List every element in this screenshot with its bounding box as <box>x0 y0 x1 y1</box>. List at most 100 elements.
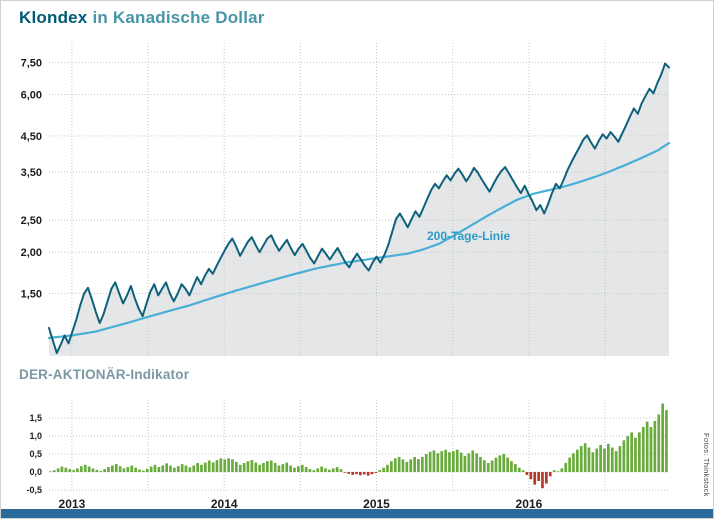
indicator-bar-positive <box>231 459 234 472</box>
indicator-bar-positive <box>521 470 525 472</box>
indicator-bar-positive <box>211 462 215 472</box>
indicator-bar-positive <box>599 445 602 472</box>
indicator-bar-positive <box>490 460 494 472</box>
indicator-bar-positive <box>118 466 122 472</box>
y-axis-label: 7,50 <box>21 58 42 70</box>
indicator-bar-positive <box>428 451 432 472</box>
indicator-bar-positive <box>401 459 405 472</box>
x-axis-year-label: 2015 <box>363 497 390 511</box>
indicator-bar-positive <box>610 447 614 472</box>
indicator-bar-positive <box>138 469 141 472</box>
indicator-bar-positive <box>289 465 292 472</box>
indicator-bar-positive <box>64 467 68 472</box>
indicator-bar-positive <box>107 467 110 472</box>
indicator-bar-positive <box>312 470 316 472</box>
indicator-bar-positive <box>99 470 103 472</box>
indicator-y-label: 1,5 <box>29 413 42 423</box>
indicator-bar-negative <box>541 472 544 489</box>
indicator-bar-positive <box>390 461 393 472</box>
indicator-bar-positive <box>510 461 513 472</box>
indicator-bar-negative <box>359 472 362 476</box>
indicator-bar-positive <box>157 467 161 472</box>
indicator-bar-negative <box>545 472 548 484</box>
indicator-bar-positive <box>498 455 502 472</box>
indicator-bar-positive <box>165 463 168 472</box>
indicator-bar-positive <box>273 463 277 472</box>
indicator-bar-positive <box>254 462 258 472</box>
indicator-bar-positive <box>49 471 52 472</box>
indicator-bar-positive <box>661 403 664 472</box>
x-axis-year-label: 2014 <box>211 497 238 511</box>
indicator-bar-positive <box>262 463 265 472</box>
indicator-bar-positive <box>235 461 238 472</box>
indicator-y-label: 0,0 <box>29 467 42 477</box>
indicator-bar-positive <box>649 427 653 472</box>
indicator-bar-positive <box>452 451 455 472</box>
indicator-bar-positive <box>80 466 83 472</box>
indicator-bar-positive <box>583 443 587 472</box>
indicator-bar-positive <box>215 460 219 472</box>
indicator-bar-positive <box>173 467 176 472</box>
indicator-bar-positive <box>448 452 451 472</box>
indicator-bar-negative <box>366 472 370 476</box>
y-axis-label: 1,50 <box>21 289 42 301</box>
indicator-bar-positive <box>455 449 459 472</box>
indicator-bar-positive <box>176 466 180 472</box>
indicator-bar-positive <box>657 414 661 472</box>
indicator-bar-positive <box>421 456 424 472</box>
indicator-bar-positive <box>638 432 641 472</box>
indicator-y-label: -0,5 <box>26 485 42 495</box>
indicator-bar-positive <box>653 420 657 472</box>
indicator-bar-negative <box>529 472 533 480</box>
indicator-bar-positive <box>471 450 475 472</box>
indicator-bar-positive <box>219 458 223 472</box>
indicator-bar-positive <box>223 459 227 472</box>
indicator-bar-positive <box>339 469 343 472</box>
indicator-bar-positive <box>52 470 56 472</box>
indicator-bar-positive <box>200 464 203 472</box>
indicator-bar-positive <box>626 436 630 472</box>
indicator-bar-positive <box>641 427 645 472</box>
indicator-bar-positive <box>517 467 521 472</box>
indicator-bar-positive <box>277 465 281 472</box>
indicator-bar-positive <box>424 454 428 472</box>
indicator-bar-positive <box>285 462 289 472</box>
indicator-bar-positive <box>238 464 242 472</box>
indicator-bar-positive <box>463 455 467 472</box>
indicator-bar-positive <box>308 469 312 472</box>
indicator-bar-positive <box>266 461 269 472</box>
indicator-bar-positive <box>393 458 397 472</box>
indicator-bar-negative <box>355 472 358 475</box>
indicator-bar-positive <box>242 463 246 472</box>
indicator-bar-positive <box>409 459 413 472</box>
indicator-bar-positive <box>483 460 486 472</box>
indicator-bar-positive <box>386 464 389 472</box>
indicator-bar-positive <box>161 465 165 472</box>
indicator-bar-positive <box>405 461 409 472</box>
indicator-bar-positive <box>564 463 568 472</box>
indicator-bar-positive <box>293 467 296 472</box>
y-axis-label: 2,00 <box>21 247 42 259</box>
ma-200-label: 200-Tage-Linie <box>427 229 511 243</box>
indicator-bar-positive <box>87 466 91 472</box>
indicator-bar-positive <box>149 466 153 472</box>
indicator-bar-positive <box>607 443 610 472</box>
indicator-bar-positive <box>397 456 401 472</box>
indicator-bar-positive <box>432 450 436 472</box>
indicator-bar-positive <box>506 457 509 472</box>
y-axis-label: 6,00 <box>21 90 42 102</box>
indicator-bar-positive <box>486 463 490 472</box>
indicator-bar-positive <box>204 462 207 472</box>
indicator-bar-positive <box>207 460 211 472</box>
indicator-bar-positive <box>595 448 599 472</box>
indicator-bar-positive <box>153 464 157 472</box>
indicator-bar-positive <box>103 469 106 472</box>
indicator-bar-positive <box>467 453 471 472</box>
indicator-bar-positive <box>634 437 637 472</box>
indicator-bar-positive <box>95 469 99 472</box>
indicator-bar-positive <box>68 469 72 472</box>
indicator-bar-positive <box>576 449 579 472</box>
indicator-bar-positive <box>76 468 79 472</box>
